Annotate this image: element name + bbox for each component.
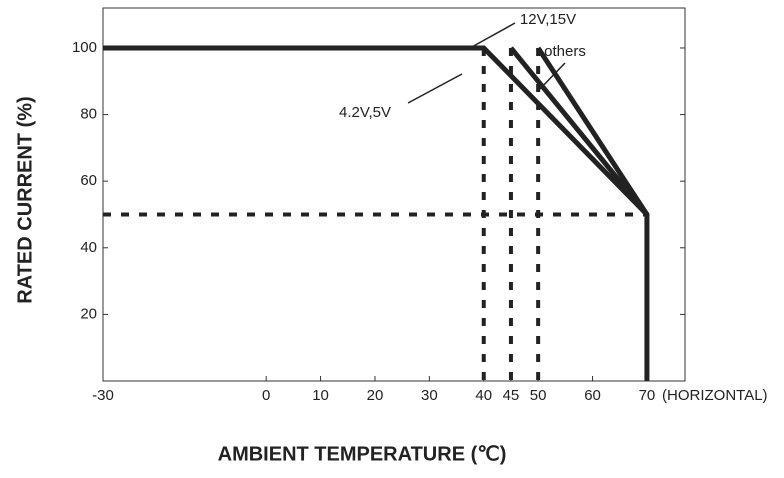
x-tick-label: 40 (475, 387, 492, 404)
y-tick-label: 80 (80, 106, 97, 123)
label-pointer (537, 62, 566, 92)
x-tick-label: 70 (639, 387, 656, 404)
label-pointer (469, 22, 516, 49)
series-label: 12V,15V (520, 11, 576, 28)
derating-line (509, 46, 649, 217)
x-axis-title: AMBIENT TEMPERATURE (℃) (218, 443, 507, 465)
plot-frame (102, 7, 686, 382)
x-tick-label: 60 (584, 387, 601, 404)
x-tick-label: 0 (262, 387, 270, 404)
series-label: 4.2V,5V (339, 104, 391, 121)
label-pointer (407, 73, 463, 104)
x-axis-note: (HORIZONTAL) (662, 387, 768, 404)
y-tick-label: 40 (80, 239, 97, 256)
series-label: others (544, 43, 586, 60)
y-tick-label: 20 (80, 305, 97, 322)
x-tick-label: 20 (367, 387, 384, 404)
y-tick-label: 60 (80, 172, 97, 189)
y-tick-label: 100 (72, 39, 97, 56)
x-tick-label: 30 (421, 387, 438, 404)
x-tick-label: -30 (92, 387, 114, 404)
derating-line (536, 46, 650, 216)
x-tick-label: 45 (503, 387, 520, 404)
x-tick-label: 50 (530, 387, 547, 404)
x-tick-label: 10 (312, 387, 329, 404)
derating-line (103, 45, 650, 381)
y-axis-title: RATED CURRENT (%) (14, 96, 36, 303)
